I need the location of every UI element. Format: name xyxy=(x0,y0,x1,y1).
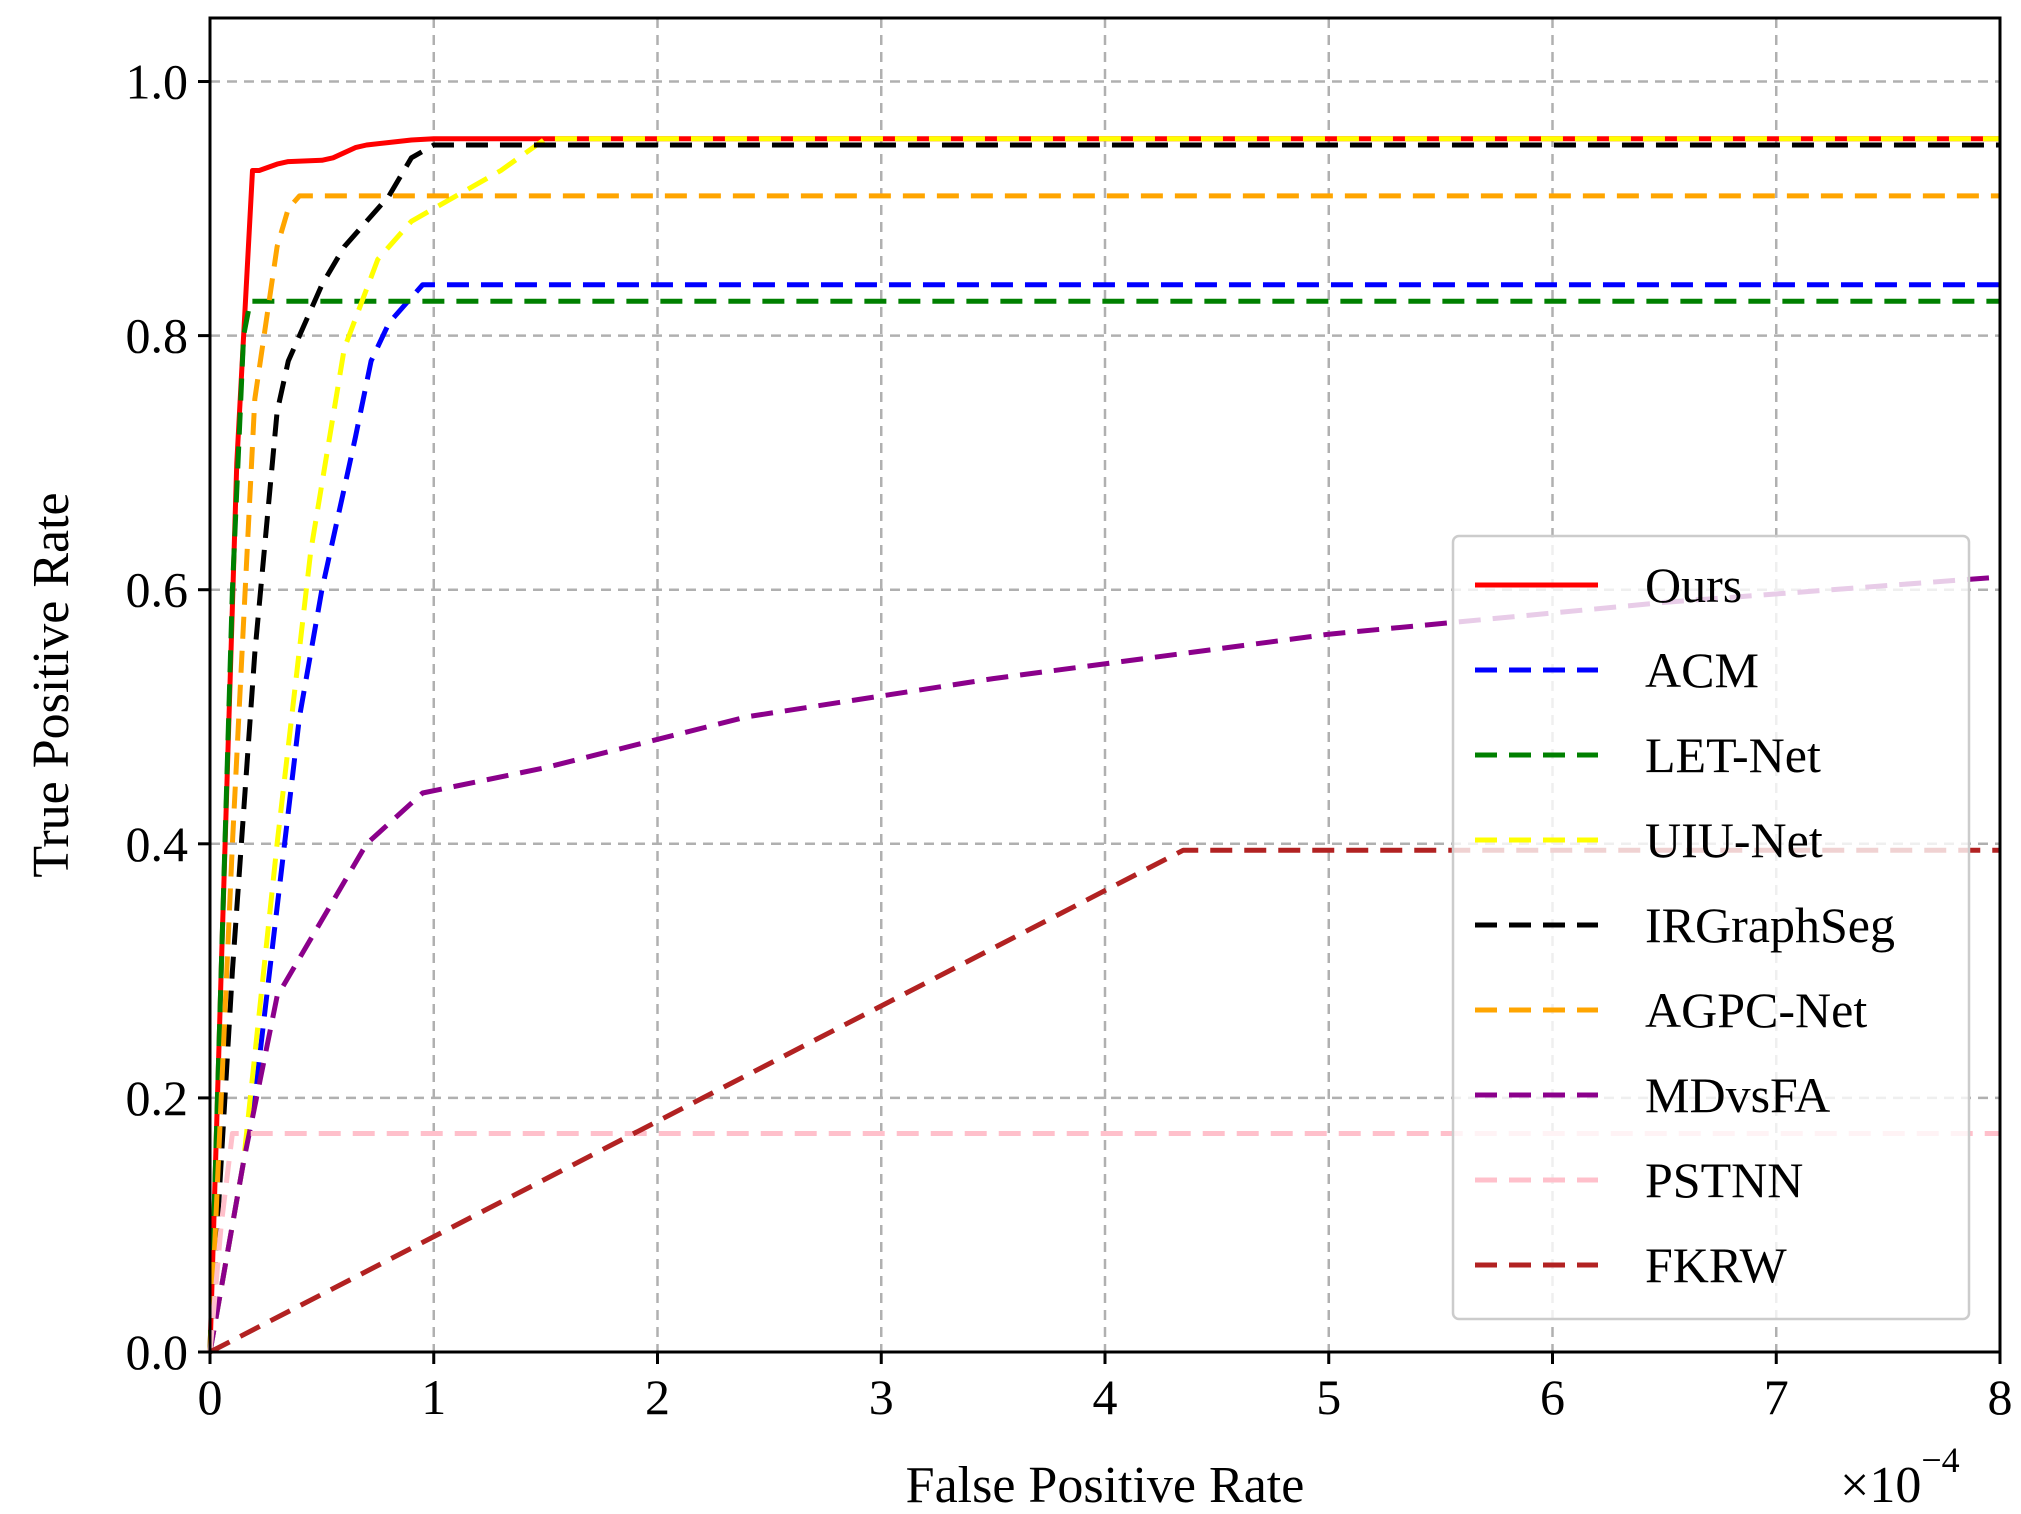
series-line-acm xyxy=(207,282,2000,1353)
y-tick-label: 0.4 xyxy=(126,816,189,872)
x-tick-label: 8 xyxy=(1988,1369,2013,1425)
axis-ticks: 0 1 2 3 4 5 6 7 8 0.0 0.2 0.4 0.6 0.8 1.0 xyxy=(126,54,2013,1425)
series-line-irgraphseg xyxy=(207,142,2000,1353)
x-tick-label: 1 xyxy=(421,1369,446,1425)
x-axis-label: False Positive Rate xyxy=(906,1457,1305,1514)
y-tick-label: 0.6 xyxy=(126,562,189,618)
legend-label-acm: ACM xyxy=(1645,642,1759,698)
legend-label-agpc-net: AGPC-Net xyxy=(1645,982,1867,1038)
series-line-let-net xyxy=(207,298,2000,1353)
x-scale-exponent: −4 xyxy=(1921,1440,1959,1480)
legend-label-pstnn: PSTNN xyxy=(1645,1152,1803,1208)
series-line-ours xyxy=(207,136,2000,1353)
y-tick-label: 0.2 xyxy=(126,1070,189,1126)
legend-label-irgraphseg: IRGraphSeg xyxy=(1645,897,1895,953)
x-tick-label: 3 xyxy=(869,1369,894,1425)
x-tick-label: 5 xyxy=(1316,1369,1341,1425)
series-line-agpc-net xyxy=(207,193,2000,1353)
x-tick-label: 7 xyxy=(1764,1369,1789,1425)
x-scale-base: ×10 xyxy=(1840,1457,1921,1514)
x-tick-label: 6 xyxy=(1540,1369,1565,1425)
y-tick-label: 0.0 xyxy=(126,1324,189,1380)
legend-label-mdvsfa: MDvsFA xyxy=(1645,1067,1830,1123)
y-tick-label: 0.8 xyxy=(126,308,189,364)
legend: Ours ACM LET-Net UIU-Net IRGraphSeg AGPC-Net M… xyxy=(1451,534,1971,1321)
x-tick-label: 4 xyxy=(1093,1369,1118,1425)
x-tick-label: 0 xyxy=(198,1369,223,1425)
legend-label-fkrw: FKRW xyxy=(1645,1237,1788,1293)
x-tick-label: 2 xyxy=(645,1369,670,1425)
series-line-pstnn xyxy=(207,1131,2000,1353)
legend-box xyxy=(1451,534,1971,1321)
legend-label-let-net: LET-Net xyxy=(1645,727,1821,783)
y-tick-label: 1.0 xyxy=(126,54,189,110)
x-axis-scale-factor: ×10−4 xyxy=(1840,1440,1960,1514)
legend-label-uiu-net: UIU-Net xyxy=(1645,812,1823,868)
series-line-uiu-net xyxy=(207,136,2000,1353)
y-axis-label: True Positive Rate xyxy=(23,492,80,877)
legend-label-ours: Ours xyxy=(1645,557,1742,613)
